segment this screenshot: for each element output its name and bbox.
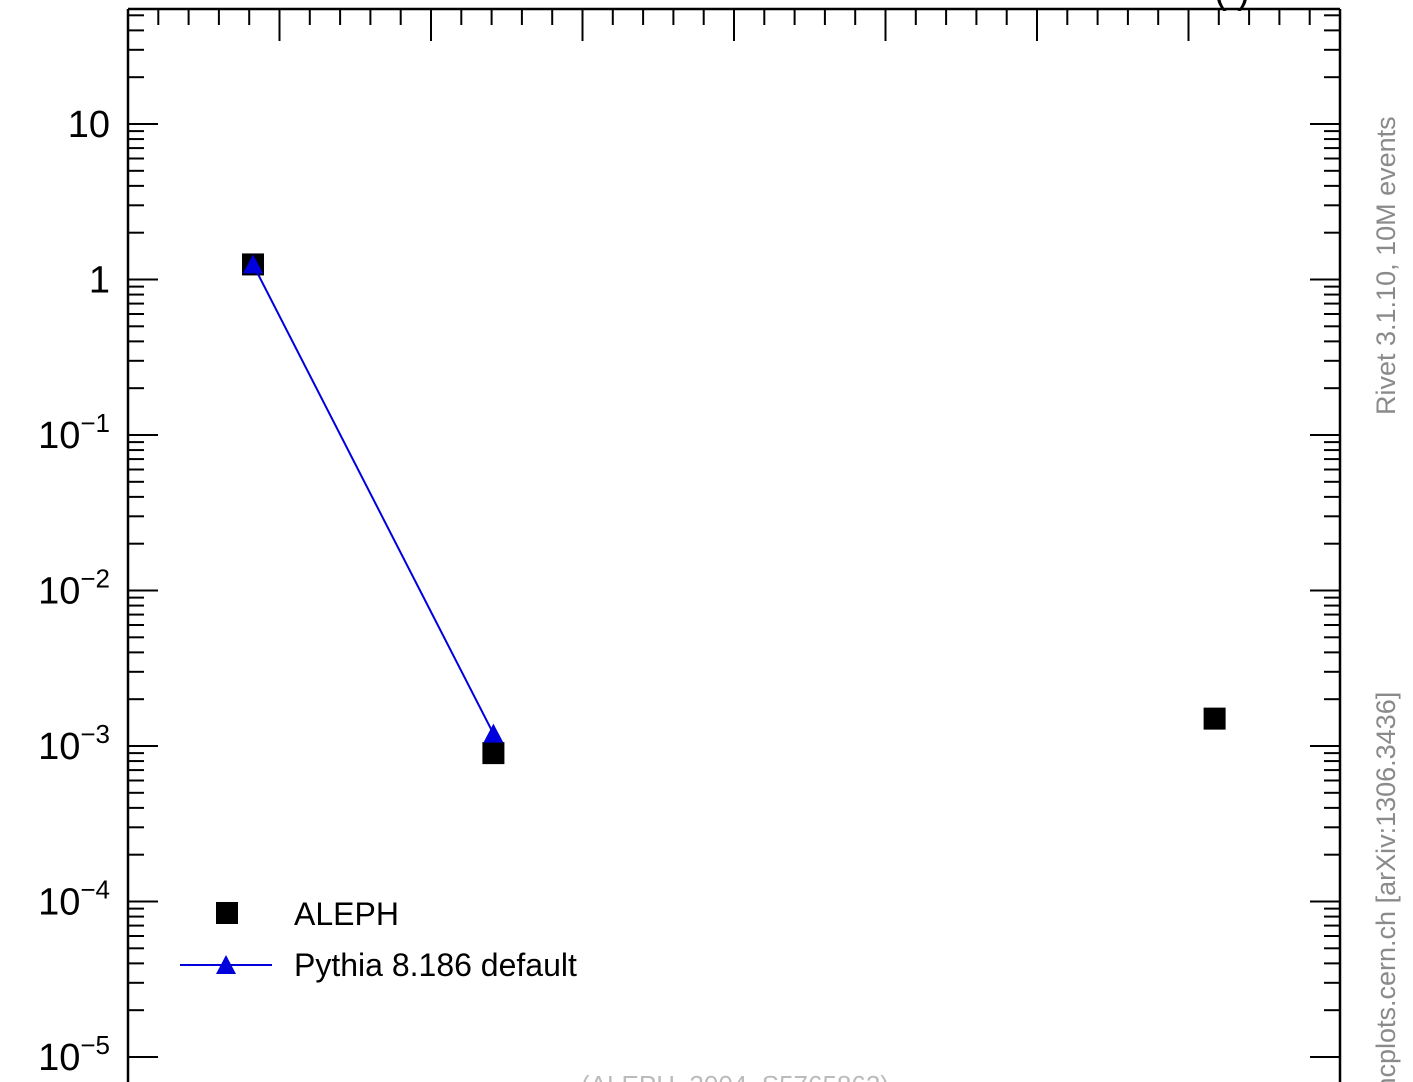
- pythia-line: [252, 263, 495, 735]
- legend: ALEPH Pythia 8.186 default: [180, 896, 577, 983]
- title-fragment: ( ): [1214, 0, 1250, 12]
- aleph-square-marker: [1203, 707, 1226, 730]
- x-axis-ticks: [127, 9, 1341, 41]
- y-axis-tick-labels: 10 1 10−1 10−2 10−3 10−4 10−5: [38, 104, 110, 1079]
- y-tick-label: 10−1: [38, 408, 110, 457]
- pythia-triangle-marker: [243, 254, 264, 274]
- legend-aleph-marker: [216, 902, 238, 924]
- legend-aleph-label: ALEPH: [294, 896, 399, 932]
- pythia-triangle-marker: [483, 723, 504, 743]
- y-tick-label: 10−5: [38, 1030, 110, 1079]
- legend-pythia-label: Pythia 8.186 default: [294, 947, 577, 983]
- bottom-analysis-label: (ALEPH_2004_S5765862): [581, 1070, 889, 1082]
- y-tick-label: 10−3: [38, 719, 110, 768]
- y-tick-label: 10−4: [38, 875, 110, 924]
- y-tick-label: 10−2: [38, 564, 110, 613]
- data-marks: [242, 253, 1226, 765]
- y-axis-ticks: [128, 14, 1340, 1058]
- side-label-mcplots: mcplots.cern.ch [arXiv:1306.3436]: [1371, 692, 1401, 1082]
- y-tick-label: 10: [68, 104, 110, 146]
- aleph-square-marker: [482, 742, 505, 765]
- y-tick-label: 1: [89, 260, 110, 302]
- side-label-rivet: Rivet 3.1.10, 10M events: [1371, 116, 1401, 415]
- legend-pythia-marker: [216, 955, 236, 974]
